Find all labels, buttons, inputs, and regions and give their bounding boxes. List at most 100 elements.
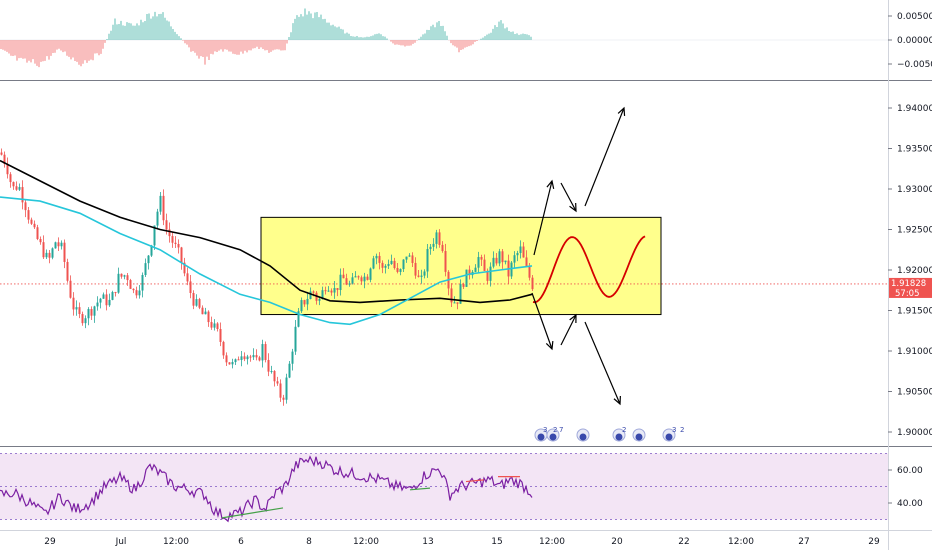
candle-body [462,284,465,287]
candle-body [147,255,150,264]
scenario-arrowhead [569,313,577,324]
candle-body [324,290,327,292]
candle-body [174,242,177,245]
candle-body [306,298,309,305]
candle-body [162,195,165,221]
candle-body [84,318,87,324]
oscillator-axis[interactable]: 0.00500 0.00000 −0.00500 [888,12,932,70]
price-tick-label: 1.92000 [897,266,932,276]
candle-body [288,363,291,378]
candle-body [345,278,348,285]
candle-body [171,236,174,243]
rsi-axis[interactable]: 60.00 40.00 [888,466,923,509]
candle-body [264,344,267,360]
flag-icon [579,433,587,441]
rsi-divergence-line [465,479,485,483]
flag-icon [665,433,673,441]
rsi-divergence-line [221,507,284,519]
rsi-pane[interactable] [0,453,888,523]
candle-body [123,275,126,277]
price-tick-label: 1.93000 [897,185,932,195]
candle-body [135,290,138,296]
candle-body [483,259,486,271]
candle-body [267,359,270,372]
candle-body [465,269,468,287]
candle-body [207,311,210,323]
scenario-arrow-line [584,107,625,207]
time-axis[interactable]: 29 Jul 12:00 6 8 12:00 13 15 12:00 20 22 12:00 27 29 [44,537,880,547]
price-axis[interactable]: 1.94000 1.93500 1.93000 1.92500 1.92000 1.915… [888,104,932,438]
candle-body [192,293,195,306]
candle-body [510,262,513,277]
candle-body [387,264,390,266]
candle-body [57,242,60,247]
candle-body [279,383,282,398]
candle-body [81,314,84,324]
flag-icon [537,433,545,441]
price-tick-label: 1.90000 [897,428,932,438]
candle-body [36,227,39,240]
candle-body [87,309,90,319]
price-tick-label: 1.90500 [897,388,932,398]
candle-body [351,277,354,284]
candle-body [300,300,303,312]
candle-body [504,260,507,263]
candle-body [99,298,102,303]
candle-body [6,163,9,175]
current-price-tag: 1.91828 57:05 [889,277,932,299]
time-tick-label: 22 [678,537,689,547]
candle-body [399,269,402,272]
flag-icon [615,433,623,441]
candle-body [129,280,132,289]
candle-body [339,274,342,291]
candle-body [312,291,315,293]
candle-body [357,276,360,278]
candle-body [138,290,141,296]
candle-body [321,290,324,299]
event-count-label: 2 [553,426,557,434]
time-tick-label: 29 [868,537,880,547]
candle-body [51,248,54,258]
candle-body [54,242,57,249]
candle-body [180,247,183,263]
candle-body [327,290,330,292]
scenario-arrow-line [531,292,553,350]
candle-body [24,202,27,211]
candle-body [15,186,18,190]
candle-body [168,229,171,237]
candle-body [474,267,477,272]
price-tick-label: 1.91000 [897,347,932,357]
candle-body [243,356,246,360]
candle-body [405,256,408,260]
candle-body [513,255,516,263]
current-price-tag-background [889,277,932,298]
candle-body [270,371,273,373]
projection-wave[interactable] [532,235,646,304]
candle-body [528,266,531,278]
slow-moving-average [0,159,533,304]
time-tick-label: 8 [306,537,312,547]
event-count-label: 3 [672,426,676,434]
candle-body [393,260,396,269]
scenario-arrows[interactable] [531,106,626,406]
candle-body [435,232,438,244]
candle-body [210,322,213,328]
event-count-label: 3 [543,426,547,434]
candle-body [9,174,12,183]
time-tick-label: 12:00 [163,537,189,547]
candle-body [450,288,453,303]
candle-body [93,306,96,316]
candle-body [381,262,384,268]
candle-body [3,154,6,164]
scenario-arrow-line [584,321,621,405]
flag-icon [635,433,643,441]
time-tick-label: 12:00 [353,537,379,547]
time-tick-label: 12:00 [539,537,565,547]
candle-body [459,284,462,304]
price-tick-label: 1.93500 [897,145,932,155]
scenario-arrowhead [545,340,554,351]
